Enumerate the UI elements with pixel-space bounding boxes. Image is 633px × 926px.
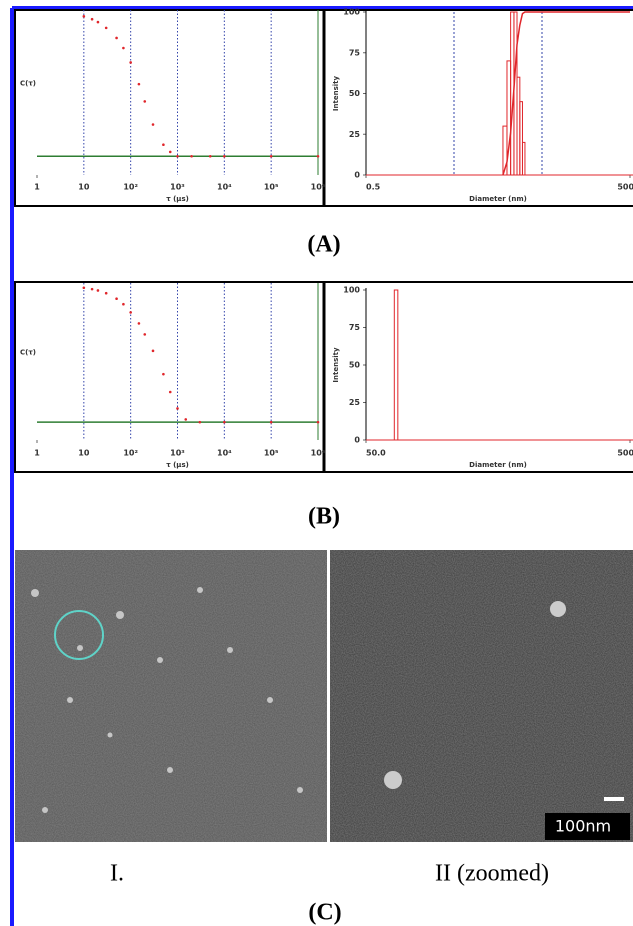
data-point xyxy=(168,390,172,394)
data-point xyxy=(143,100,147,103)
data-point xyxy=(122,46,125,50)
data-point xyxy=(82,286,86,290)
y-tick-label: 75 xyxy=(349,323,361,332)
y-tick-label: 50 xyxy=(349,89,361,98)
data-point xyxy=(143,333,147,336)
x-tick-label: 10⁴ xyxy=(217,449,232,458)
data-point xyxy=(162,372,165,376)
data-point xyxy=(104,291,108,295)
sem-image xyxy=(330,550,633,842)
x-tick-label: 0.5 xyxy=(366,183,381,192)
y-tick-label: 100 xyxy=(343,8,360,17)
y-tick-label: 100 xyxy=(343,286,360,295)
y-axis-label: Intensity xyxy=(332,347,340,383)
data-point xyxy=(208,154,212,158)
x-axis-label: τ (μs) xyxy=(166,195,189,203)
data-point xyxy=(198,420,202,424)
data-point xyxy=(129,311,132,314)
x-tick-label: 10² xyxy=(123,183,138,192)
x-axis-label: τ (μs) xyxy=(166,461,189,469)
data-point xyxy=(115,297,118,301)
image-caption: I. xyxy=(110,861,124,887)
data-point xyxy=(90,17,94,21)
data-point xyxy=(104,26,108,30)
panel-label: (B) xyxy=(308,504,340,530)
x-tick-label: 10⁴ xyxy=(217,183,232,192)
data-point xyxy=(96,289,100,292)
x-tick-label: 10³ xyxy=(170,449,185,458)
data-point xyxy=(151,123,155,126)
scale-bar-label: 100nm xyxy=(555,817,611,836)
x-tick-label: 10 xyxy=(78,449,90,458)
y-tick-label: 0 xyxy=(354,171,360,180)
data-point xyxy=(137,322,141,325)
y-axis-label: C(τ) xyxy=(20,80,36,88)
y-axis-label: Intensity xyxy=(332,75,340,111)
x-tick-label: 10² xyxy=(123,449,138,458)
panel-label: (C) xyxy=(308,900,341,926)
data-point xyxy=(223,420,226,424)
data-point xyxy=(184,418,188,421)
data-point xyxy=(162,143,165,147)
y-tick-label: 75 xyxy=(349,48,361,57)
histogram-bar xyxy=(393,289,399,441)
panel-label: (A) xyxy=(307,232,340,258)
x-tick-label: 1 xyxy=(34,183,40,192)
sem-image xyxy=(15,550,327,842)
data-point xyxy=(137,82,141,86)
histogram-bar xyxy=(519,101,523,176)
cumulative-line xyxy=(502,11,630,176)
data-point xyxy=(176,154,179,158)
x-tick-label: 10⁵ xyxy=(264,183,279,192)
y-tick-label: 25 xyxy=(349,130,361,139)
data-point xyxy=(269,420,273,424)
data-point xyxy=(151,349,155,353)
y-tick-label: 25 xyxy=(349,398,361,407)
data-point xyxy=(90,287,94,291)
x-tick-label: 10³ xyxy=(170,183,185,192)
data-point xyxy=(129,61,132,64)
x-tick-label: 500.0 xyxy=(617,183,633,192)
data-point xyxy=(223,154,226,158)
data-point xyxy=(190,154,193,158)
histogram-bar xyxy=(521,141,526,176)
data-point xyxy=(82,15,86,18)
data-point xyxy=(316,420,320,424)
data-point xyxy=(269,154,273,158)
data-point xyxy=(176,407,179,410)
x-axis-label: Diameter (nm) xyxy=(469,195,527,203)
y-axis-label: C(τ) xyxy=(20,349,36,357)
data-point xyxy=(316,154,320,158)
x-tick-label: 10⁵ xyxy=(264,449,279,458)
x-axis-label: Diameter (nm) xyxy=(469,461,527,469)
image-caption: II (zoomed) xyxy=(435,861,549,887)
y-tick-label: 50 xyxy=(349,361,361,370)
x-tick-label: 50.0 xyxy=(366,449,386,458)
y-tick-label: 0 xyxy=(354,436,360,445)
x-tick-label: 1 xyxy=(34,449,40,458)
x-tick-label: 500.0 xyxy=(617,449,633,458)
data-point xyxy=(115,36,118,40)
data-point xyxy=(122,302,125,306)
data-point xyxy=(168,150,172,154)
x-tick-label: 10⁶ xyxy=(311,449,326,458)
data-point xyxy=(96,20,100,24)
x-tick-label: 10 xyxy=(78,183,90,192)
x-tick-label: 10⁶ xyxy=(311,183,326,192)
